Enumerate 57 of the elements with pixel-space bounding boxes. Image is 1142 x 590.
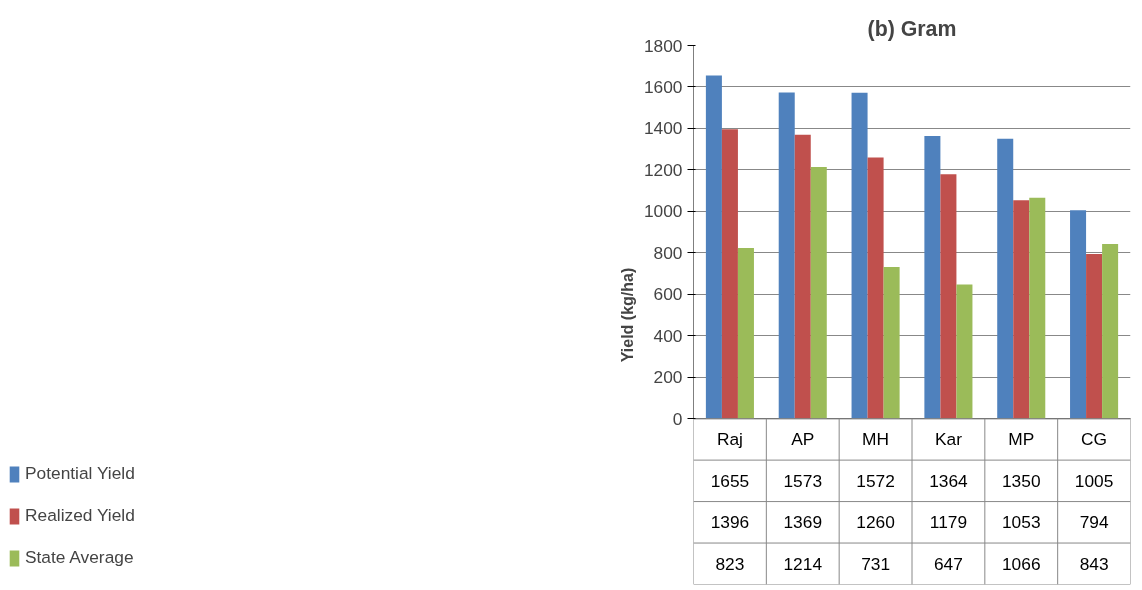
- y-tick-label: 800: [653, 242, 683, 263]
- bar: [924, 135, 941, 419]
- data-label: 843: [1079, 553, 1109, 574]
- bar: [778, 92, 795, 419]
- y-tick-label: 0: [672, 408, 683, 429]
- data-label: 1179: [929, 512, 968, 533]
- bar: [956, 284, 973, 419]
- y-tick-label: 1800: [643, 35, 683, 56]
- data-label: 1369: [783, 512, 823, 533]
- bar: [737, 248, 754, 419]
- data-label: 1260: [856, 512, 895, 533]
- y-tick-label: 1600: [643, 76, 683, 97]
- legend-label: Potential Yield: [25, 463, 135, 484]
- bar: [705, 75, 722, 419]
- bar: [1070, 210, 1087, 419]
- data-label: 1053: [1001, 512, 1041, 533]
- x-tick-label: Raj: [716, 429, 743, 450]
- data-label: 647: [933, 553, 963, 574]
- x-tick-label: MP: [1008, 429, 1035, 450]
- data-label: 1396: [710, 512, 750, 533]
- bar: [940, 174, 957, 419]
- bar: [1086, 254, 1103, 419]
- y-tick-label: 1400: [643, 118, 683, 139]
- bar: [794, 134, 811, 419]
- y-tick-label: 1200: [643, 159, 683, 180]
- y-tick-label: 400: [653, 325, 683, 346]
- chart-title: (b) Gram: [867, 16, 957, 41]
- data-label: 1573: [783, 470, 823, 491]
- x-tick-label: AP: [791, 429, 815, 450]
- bar: [810, 166, 827, 419]
- legend-label: Realized Yield: [25, 505, 135, 526]
- data-label: 1572: [856, 470, 895, 491]
- bar: [1013, 200, 1030, 419]
- y-tick-label: 1000: [643, 201, 683, 222]
- data-label: 1005: [1074, 470, 1114, 491]
- data-label: 1350: [1001, 470, 1041, 491]
- data-label: 731: [861, 553, 891, 574]
- data-label: 794: [1079, 512, 1109, 533]
- data-label: 1655: [710, 470, 750, 491]
- legend-label: State Average: [25, 547, 134, 568]
- y-axis-title: Yield (kg/ha): [618, 267, 636, 363]
- data-label: 823: [715, 553, 745, 574]
- x-tick-label: Kar: [934, 429, 963, 450]
- data-label: 1364: [929, 470, 969, 491]
- x-tick-label: CG: [1081, 429, 1108, 450]
- bar: [1102, 243, 1119, 419]
- bar: [867, 157, 884, 419]
- data-label: 1066: [1001, 553, 1041, 574]
- bar: [721, 129, 738, 419]
- y-tick-label: 200: [653, 367, 683, 388]
- x-tick-label: MH: [862, 429, 890, 450]
- bar: [851, 92, 868, 419]
- bar: [883, 267, 900, 419]
- bar: [1029, 197, 1046, 419]
- data-label: 1214: [783, 553, 823, 574]
- y-tick-label: 600: [653, 284, 683, 305]
- bar: [997, 138, 1014, 419]
